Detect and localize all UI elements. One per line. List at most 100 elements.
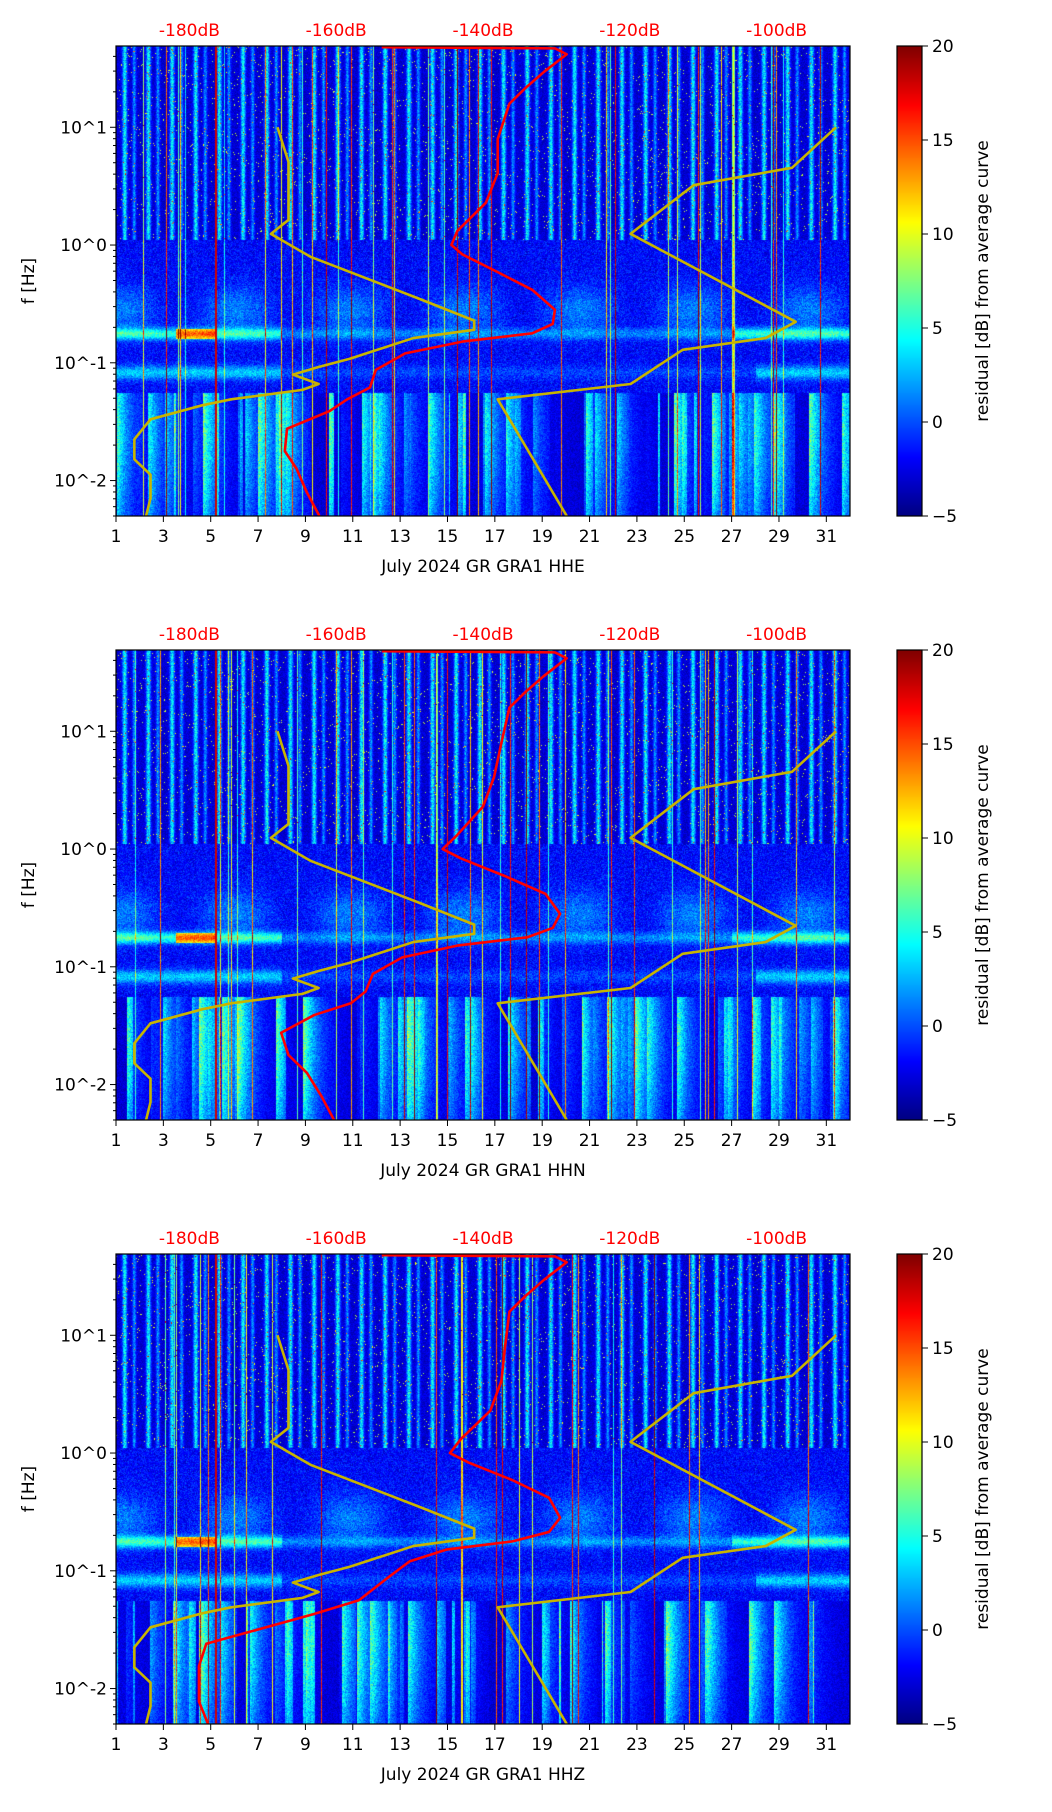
x-tick-label: 11 (342, 1131, 364, 1151)
top-db-tick-label: -100dB (746, 1229, 807, 1249)
x-tick-label: 7 (253, 527, 264, 547)
x-axis-label: July 2024 GR GRA1 HHZ (380, 1765, 585, 1785)
x-tick-label: 9 (300, 1735, 311, 1755)
heatmap (116, 46, 850, 516)
x-tick-label: 21 (579, 1735, 601, 1755)
top-db-tick-label: -120dB (599, 21, 660, 41)
y-axis-label: f [Hz] (19, 862, 39, 908)
colorbar-tick-label: 15 (932, 1339, 954, 1359)
median-curve (197, 1254, 568, 1724)
colorbar-label: residual [dB] from average curve (973, 140, 993, 421)
colorbar-tick-label: 10 (932, 225, 954, 245)
y-tick-label: 10^1 (60, 722, 107, 742)
x-tick-label: 3 (158, 1735, 169, 1755)
colorbar-label: residual [dB] from average curve (973, 1348, 993, 1629)
x-tick-label: 1 (111, 1735, 122, 1755)
colorbar-frame (896, 1253, 923, 1725)
x-tick-label: 15 (437, 527, 459, 547)
x-tick-label: 5 (205, 1131, 216, 1151)
x-tick-label: 29 (768, 527, 790, 547)
colorbar-tick-label: 0 (932, 1621, 943, 1641)
top-db-tick-label: -180dB (159, 1229, 220, 1249)
heatmap (116, 1254, 850, 1724)
x-tick-label: 19 (531, 1735, 553, 1755)
y-tick-label: 10^0 (60, 1444, 107, 1464)
y-tick-label: 10^1 (60, 118, 107, 138)
plot-frame (115, 1253, 851, 1725)
x-tick-label: 21 (579, 527, 601, 547)
x-tick-label: 15 (437, 1735, 459, 1755)
x-tick-label: 29 (768, 1131, 790, 1151)
spectrogram-panel-3: 1 3 5 7 9 11 13 15 17 19 21 23 25 27 29 31 July 2024 GR … (0, 1208, 1052, 1812)
x-tick-label: 11 (342, 1735, 364, 1755)
colorbar-tick-label: 5 (932, 319, 943, 339)
top-db-tick-label: -120dB (599, 625, 660, 645)
colorbar-frame (896, 649, 923, 1121)
y-tick-label: 10^-2 (54, 472, 107, 492)
x-tick-label: 25 (673, 527, 695, 547)
x-tick-label: 3 (158, 1131, 169, 1151)
x-tick-label: 31 (816, 527, 838, 547)
x-tick-label: 9 (300, 1131, 311, 1151)
nhnm-curve (496, 1334, 837, 1724)
colorbar-tick-label: 15 (932, 735, 954, 755)
x-tick-label: 27 (721, 1735, 743, 1755)
x-tick-label: 31 (816, 1735, 838, 1755)
x-tick-label: 17 (484, 1735, 506, 1755)
top-db-tick-label: -160dB (306, 21, 367, 41)
plot-frame (115, 45, 851, 517)
heatmap (116, 650, 850, 1120)
x-tick-label: 3 (158, 527, 169, 547)
colorbar-tick-label: 0 (932, 413, 943, 433)
nlnm-curve (133, 730, 476, 1120)
x-tick-label: 27 (721, 1131, 743, 1151)
median-curve (279, 650, 568, 1120)
colorbar (897, 1254, 922, 1724)
top-db-tick-label: -140dB (452, 1229, 513, 1249)
colorbar-tick-label: −5 (932, 1715, 957, 1735)
x-tick-label: 17 (484, 1131, 506, 1151)
y-tick-label: 10^1 (60, 1326, 107, 1346)
y-tick-label: 10^-1 (54, 1562, 107, 1582)
top-db-tick-label: -180dB (159, 625, 220, 645)
spectrogram-panel-2: 1 3 5 7 9 11 13 15 17 19 21 23 25 27 29 31 July 2024 GR … (0, 604, 1052, 1208)
top-db-tick-label: -100dB (746, 21, 807, 41)
y-tick-label: 10^0 (60, 236, 107, 256)
top-db-tick-label: -160dB (306, 625, 367, 645)
top-db-tick-label: -120dB (599, 1229, 660, 1249)
x-tick-label: 17 (484, 527, 506, 547)
x-tick-label: 23 (626, 1735, 648, 1755)
colorbar-tick-label: 10 (932, 829, 954, 849)
x-tick-label: 19 (531, 1131, 553, 1151)
top-db-tick-label: -160dB (306, 1229, 367, 1249)
plot-frame (115, 649, 851, 1121)
median-curve (283, 46, 568, 516)
y-tick-label: 10^0 (60, 840, 107, 860)
x-tick-label: 13 (389, 1735, 411, 1755)
y-axis-label: f [Hz] (19, 258, 39, 304)
nhnm-curve (496, 126, 837, 516)
x-tick-label: 7 (253, 1131, 264, 1151)
colorbar (897, 650, 922, 1120)
colorbar-tick-label: 0 (932, 1017, 943, 1037)
x-tick-label: 15 (437, 1131, 459, 1151)
colorbar-tick-label: 10 (932, 1433, 954, 1453)
top-db-tick-label: -100dB (746, 625, 807, 645)
colorbar (897, 46, 922, 516)
colorbar-tick-label: −5 (932, 1111, 957, 1131)
colorbar-frame (896, 45, 923, 517)
x-tick-label: 21 (579, 1131, 601, 1151)
x-tick-label: 7 (253, 1735, 264, 1755)
colorbar-label: residual [dB] from average curve (973, 744, 993, 1025)
nhnm-curve (496, 730, 837, 1120)
y-tick-label: 10^-1 (54, 354, 107, 374)
nlnm-curve (133, 1334, 476, 1724)
x-tick-label: 23 (626, 527, 648, 547)
x-tick-label: 9 (300, 527, 311, 547)
colorbar-tick-label: 15 (932, 131, 954, 151)
colorbar-tick-label: 5 (932, 1527, 943, 1547)
x-tick-label: 5 (205, 527, 216, 547)
top-db-tick-label: -140dB (452, 625, 513, 645)
